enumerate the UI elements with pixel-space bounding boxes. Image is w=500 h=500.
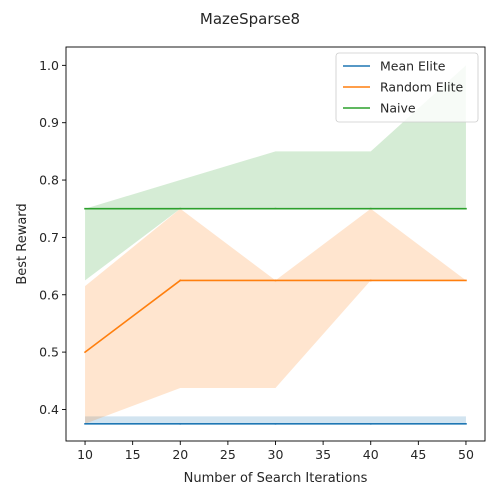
x-tick-label: 50 bbox=[458, 447, 474, 462]
x-tick-label: 20 bbox=[172, 447, 188, 462]
x-tick-label: 15 bbox=[125, 447, 141, 462]
x-tick-label: 40 bbox=[363, 447, 379, 462]
x-tick-label: 35 bbox=[315, 447, 331, 462]
legend: Mean Elite Random Elite Naive bbox=[335, 52, 479, 123]
y-tick-label: 0.8 bbox=[39, 173, 59, 188]
legend-label-mean-elite: Mean Elite bbox=[380, 59, 446, 74]
y-tick-label: 0.9 bbox=[39, 115, 59, 130]
mean-elite-band bbox=[85, 416, 466, 424]
legend-box bbox=[335, 52, 479, 123]
confidence-bands bbox=[85, 65, 466, 424]
x-tick-label: 30 bbox=[268, 447, 284, 462]
legend-label-random-elite: Random Elite bbox=[380, 80, 463, 95]
y-tick-label: 0.4 bbox=[39, 402, 59, 417]
x-axis-ticks: 10 15 20 25 30 35 40 45 50 bbox=[77, 441, 474, 462]
y-tick-label: 1.0 bbox=[39, 58, 59, 73]
y-tick-label: 0.7 bbox=[39, 230, 59, 245]
random-elite-band bbox=[85, 208, 466, 424]
naive-band bbox=[85, 65, 466, 281]
y-axis-label: Best Reward bbox=[15, 203, 30, 284]
x-axis-label: Number of Search Iterations bbox=[184, 471, 368, 486]
y-tick-label: 0.6 bbox=[39, 287, 59, 302]
x-tick-label: 25 bbox=[220, 447, 236, 462]
y-tick-label: 0.5 bbox=[39, 345, 59, 360]
x-tick-label: 45 bbox=[410, 447, 426, 462]
x-tick-label: 10 bbox=[77, 447, 93, 462]
chart-title: MazeSparse8 bbox=[200, 10, 300, 28]
legend-label-naive: Naive bbox=[380, 101, 416, 116]
y-axis-ticks: 0.4 0.5 0.6 0.7 0.8 0.9 1.0 bbox=[39, 58, 66, 417]
random-elite-line-segment bbox=[83, 279, 182, 354]
series-lines bbox=[83, 207, 467, 425]
